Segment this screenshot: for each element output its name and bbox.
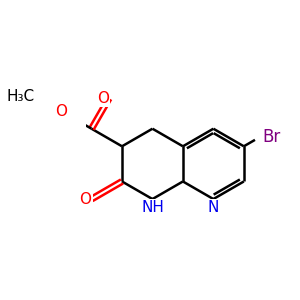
Text: O: O [97, 91, 109, 106]
Text: N: N [208, 200, 219, 215]
Text: Br: Br [262, 128, 281, 146]
Text: O: O [80, 192, 92, 207]
Text: H₃C: H₃C [6, 89, 34, 104]
Text: NH: NH [141, 200, 164, 215]
Text: O: O [55, 103, 67, 118]
